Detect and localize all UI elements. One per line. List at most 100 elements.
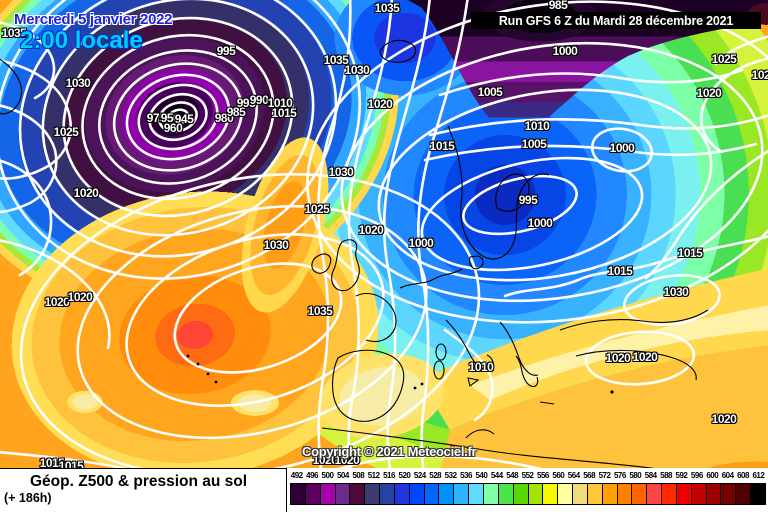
- scale-cell: [572, 484, 587, 504]
- scale-cell: [690, 484, 706, 504]
- pressure-label: 1020: [73, 186, 99, 200]
- pressure-label: 1015: [39, 456, 65, 470]
- scale-value: 516: [383, 471, 395, 480]
- pressure-label: 1000: [527, 216, 553, 230]
- scale-cell: [675, 484, 691, 504]
- scale-cell: [364, 484, 380, 504]
- scale-cell: [468, 484, 483, 504]
- pressure-label: 945: [174, 112, 194, 126]
- map-title: Géop. Z500 & pression au sol: [30, 473, 248, 490]
- scale-cell: [527, 484, 543, 504]
- pressure-label: 1030: [328, 165, 354, 179]
- pressure-label: 1005: [521, 137, 547, 151]
- pressure-label: 1025: [711, 52, 737, 66]
- scale-cell: [542, 484, 558, 504]
- scale-value: 608: [737, 471, 749, 480]
- run-info-text: Run GFS 6 Z du Mardi 28 décembre 2021: [498, 13, 734, 28]
- run-info-box: Run GFS 6 Z du Mardi 28 décembre 2021: [471, 12, 761, 29]
- scale-cells-row: [290, 483, 766, 505]
- legend-bar: Géop. Z500 & pression au sol (+ 186h) 49…: [0, 468, 768, 512]
- scale-value: 584: [644, 471, 657, 480]
- pressure-label: 1000: [552, 44, 578, 58]
- color-scale: 492 496 500 504 508 512 516 520 524 528 532 536 540 5…: [289, 468, 768, 512]
- scale-values-row: 492 496 500 504 508 512 516 520 524 528 532 536 540 5…: [289, 471, 766, 481]
- scale-value: 548: [506, 471, 519, 480]
- scale-value: 612: [752, 471, 765, 480]
- pressure-label: 1035: [307, 304, 333, 318]
- scale-cell: [304, 484, 320, 504]
- scale-cell: [705, 484, 721, 504]
- scale-value: 540: [475, 471, 488, 480]
- pressure-label: 1020: [367, 97, 393, 111]
- copyright-label: Copyright © 2021 Meteociel.fr: [302, 444, 477, 459]
- pressure-label: 1020: [632, 350, 658, 364]
- scale-cell: [334, 484, 350, 504]
- pressure-label: 960: [163, 121, 183, 135]
- pressure-label: 1035: [1, 26, 27, 40]
- scale-value: 504: [336, 471, 349, 480]
- scale-value: 564: [567, 471, 580, 480]
- forecast-local-time: 2:00 locale: [20, 27, 143, 54]
- pressure-label: 1020: [605, 351, 631, 365]
- pressure-label: 1020: [751, 68, 768, 82]
- scale-cell: [557, 484, 573, 504]
- scale-cell: [379, 484, 394, 504]
- pressure-label: 1010: [267, 96, 293, 110]
- scale-cell: [750, 484, 765, 504]
- pressure-label: 1030: [263, 238, 289, 252]
- scale-value: 532: [444, 471, 457, 480]
- scale-value: 592: [675, 471, 688, 480]
- pressure-label: 1030: [65, 76, 91, 90]
- scale-cell: [453, 484, 469, 504]
- pressure-label: 975: [146, 111, 166, 125]
- pressure-label: 1035: [323, 53, 349, 67]
- scale-value: 576: [613, 471, 626, 480]
- scale-cell: [423, 484, 439, 504]
- scale-value: 512: [367, 471, 380, 480]
- scale-value: 568: [583, 471, 596, 480]
- scale-value: 600: [706, 471, 719, 480]
- pressure-label: 1010: [524, 119, 550, 133]
- pressure-label: 990: [249, 93, 269, 107]
- pressure-label: 1005: [477, 85, 503, 99]
- pressure-label: 1015: [607, 264, 633, 278]
- scale-value: 560: [552, 471, 565, 480]
- scale-value: 556: [537, 471, 549, 480]
- scale-cell: [661, 484, 676, 504]
- pressure-label: 1015: [271, 106, 297, 120]
- pressure-label: 1015: [677, 246, 703, 260]
- scale-value: 536: [460, 471, 472, 480]
- pressure-label: 985: [226, 105, 246, 119]
- scale-cell: [438, 484, 454, 504]
- scale-cell: [512, 484, 528, 504]
- pressure-label: 1020: [358, 223, 384, 237]
- pressure-label: 1030: [344, 63, 370, 77]
- scale-value: 580: [629, 471, 642, 480]
- scale-value: 496: [306, 471, 319, 480]
- scale-cell: [349, 484, 365, 504]
- scale-value: 572: [598, 471, 611, 480]
- scale-value: 588: [660, 471, 672, 480]
- scale-cell: [291, 484, 305, 504]
- scale-cell: [393, 484, 409, 504]
- pressure-label: 995: [216, 44, 236, 58]
- scale-cell: [482, 484, 498, 504]
- scale-value: 528: [429, 471, 442, 480]
- pressure-label: 1020: [312, 453, 338, 467]
- scale-cell: [319, 484, 335, 504]
- scale-value: 524: [413, 471, 426, 480]
- scale-value: 596: [690, 471, 703, 480]
- scale-cell: [631, 484, 647, 504]
- pressure-label: 980: [214, 111, 234, 125]
- pressure-label: 950: [160, 111, 180, 125]
- scale-cell: [616, 484, 632, 504]
- pressure-label: 1020: [334, 453, 360, 467]
- pressure-label: 995: [518, 193, 538, 207]
- lead-time: (+ 186h): [4, 491, 52, 505]
- scale-cell: [408, 484, 424, 504]
- pressure-label: 1010: [468, 360, 494, 374]
- pressure-label: 1015: [429, 139, 455, 153]
